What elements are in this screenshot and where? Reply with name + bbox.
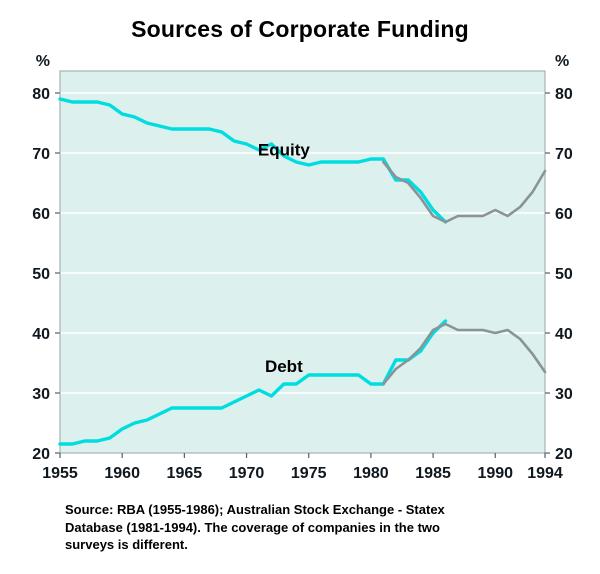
y-axis-label-right: 80	[555, 86, 573, 103]
y-axis-label-left: 20	[32, 446, 50, 463]
y-axis-label-right: 40	[555, 326, 573, 343]
x-axis-label: 1955	[42, 465, 78, 482]
y-axis-label-right: 20	[555, 446, 573, 463]
source-note-line: Source: RBA (1955-1986); Australian Stoc…	[65, 502, 445, 517]
x-axis-label: 1965	[167, 465, 203, 482]
equity-asx-line	[382, 160, 547, 224]
x-axis-label: 1960	[104, 465, 140, 482]
plot-area	[60, 71, 545, 453]
debt-asx-line	[382, 322, 547, 386]
plot-border	[59, 70, 546, 454]
y-axis-label-right: 30	[555, 386, 573, 403]
y-axis-label-left: 40	[32, 326, 50, 343]
y-axis-label-left: 50	[32, 266, 50, 283]
equity-label: Equity	[258, 140, 310, 159]
y-axis-label-right: 60	[555, 206, 573, 223]
debt-label: Debt	[265, 357, 303, 376]
chart-container: 20 20 30 30 40 40 50 50 60 60 70 70 80 80%% 1955 1960 19…	[0, 45, 600, 493]
x-axis-label: 1975	[291, 465, 327, 482]
funding-chart: 20 20 30 30 40 40 50 50 60 60 70 70 80 80% % 1955 1960 19…	[32, 53, 573, 482]
y-axis-label-right: 50	[555, 266, 573, 283]
percent-symbol-right: %	[555, 53, 569, 70]
x-axis-label: 1990	[477, 465, 513, 482]
source-note-line: surveys is different.	[65, 537, 188, 553]
y-axis-label-left: 70	[32, 146, 50, 163]
debt-rba-line	[58, 319, 448, 446]
y-axis-label-left: 30	[32, 386, 50, 403]
percent-symbol-left: %	[36, 53, 50, 70]
x-axis-label: 1970	[229, 465, 265, 482]
y-axis-label-left: 60	[32, 206, 50, 223]
source-note-line: Database (1981-1994). The coverage of co…	[65, 519, 440, 535]
equity-rba-line	[58, 97, 448, 224]
source-note: Source: RBA (1955-1986); Australian Stoc…	[65, 501, 600, 554]
x-axis-label: 1994	[527, 465, 563, 482]
chart-title: Sources of Corporate Funding	[131, 16, 469, 42]
x-axis-label: 1985	[415, 465, 451, 482]
x-axis-label: 1980	[353, 465, 389, 482]
y-axis-label-right: 70	[555, 146, 573, 163]
y-axis-label-left: 80	[32, 86, 50, 103]
